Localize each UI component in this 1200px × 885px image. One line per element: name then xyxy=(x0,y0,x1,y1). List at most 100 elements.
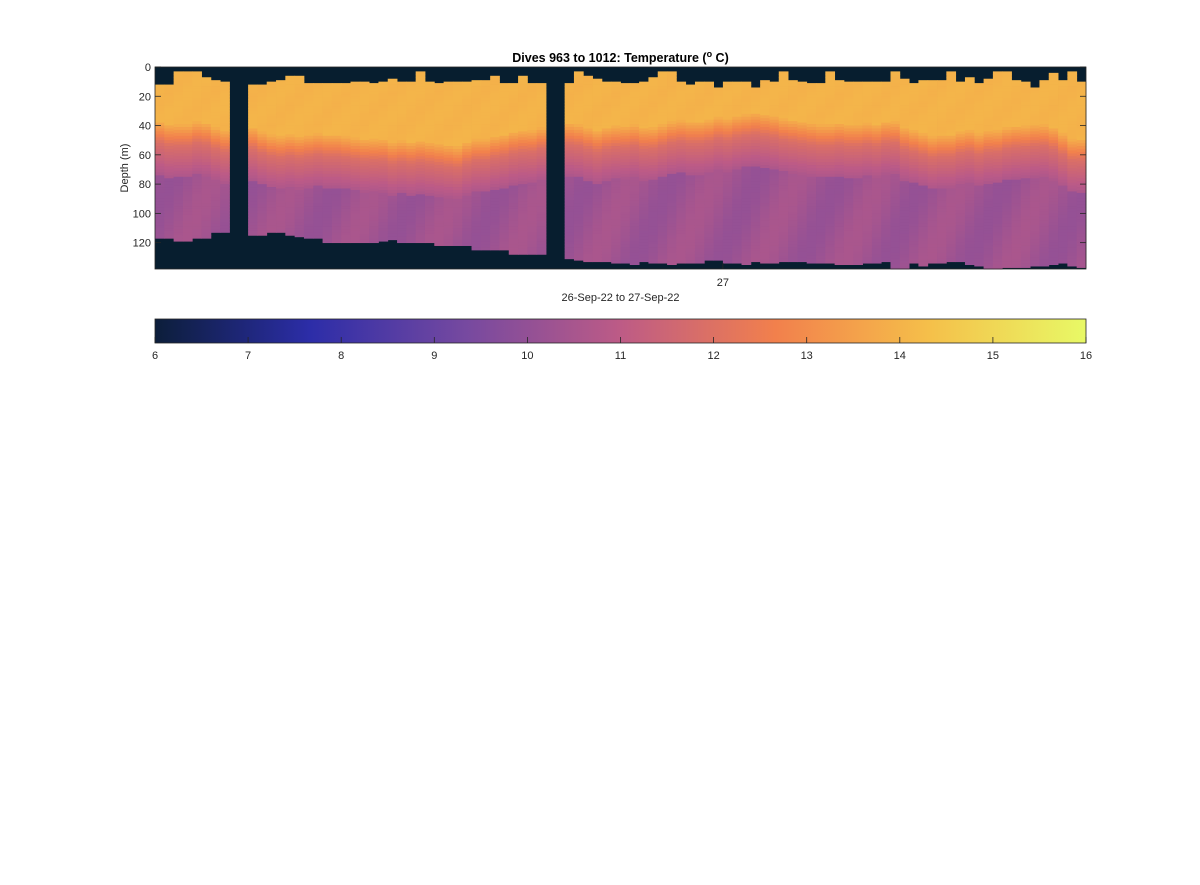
heatmap-cell xyxy=(722,154,733,159)
heatmap-cell xyxy=(406,113,417,118)
heatmap-cell xyxy=(788,223,798,227)
heatmap-cell xyxy=(406,210,417,214)
heatmap-cell xyxy=(629,129,640,134)
heatmap-cell xyxy=(518,233,528,238)
heatmap-cell xyxy=(657,235,668,239)
heatmap-cell xyxy=(434,165,445,169)
heatmap-cell xyxy=(359,137,370,141)
heatmap-cell xyxy=(536,147,547,151)
heatmap-cell xyxy=(778,241,789,245)
heatmap-cell xyxy=(443,242,454,246)
heatmap-cell xyxy=(639,160,649,165)
heatmap-cell xyxy=(173,191,184,195)
heatmap-cell xyxy=(676,160,687,165)
heatmap-cell xyxy=(322,115,333,119)
heatmap-cell xyxy=(490,110,500,115)
heatmap-cell xyxy=(620,94,631,99)
heatmap-cell xyxy=(778,168,789,172)
heatmap-cell xyxy=(359,207,370,211)
heatmap-cell xyxy=(806,127,817,131)
heatmap-cell xyxy=(620,241,631,245)
heatmap-cell xyxy=(843,207,854,211)
heatmap-cell xyxy=(369,156,379,160)
heatmap-cell xyxy=(722,90,733,94)
heatmap-cell xyxy=(182,232,193,236)
heatmap-cell xyxy=(564,179,575,184)
heatmap-cell xyxy=(564,176,575,181)
heatmap-cell xyxy=(276,135,286,140)
heatmap-cell xyxy=(629,223,640,227)
heatmap-cell xyxy=(899,93,910,97)
heatmap-cell xyxy=(788,80,798,84)
heatmap-cell xyxy=(937,238,947,242)
heatmap-cell xyxy=(685,131,696,135)
heatmap-cell xyxy=(927,182,938,186)
heatmap-cell xyxy=(955,178,966,182)
heatmap-cell xyxy=(583,87,593,91)
heatmap-cell xyxy=(639,225,649,229)
heatmap-cell xyxy=(518,125,528,129)
heatmap-cell xyxy=(881,151,891,156)
heatmap-cell xyxy=(573,124,584,128)
heatmap-cell xyxy=(760,112,770,116)
heatmap-cell xyxy=(722,216,733,220)
heatmap-cell xyxy=(890,100,901,104)
heatmap-cell xyxy=(434,244,445,246)
heatmap-cell xyxy=(667,115,677,119)
heatmap-cell xyxy=(899,169,910,173)
heatmap-cell xyxy=(397,216,407,220)
heatmap-cell xyxy=(853,187,863,191)
heatmap-cell xyxy=(303,156,314,160)
heatmap-cell xyxy=(378,137,389,141)
heatmap-cell xyxy=(397,140,407,144)
heatmap-cell xyxy=(639,131,649,135)
heatmap-cell xyxy=(266,178,277,182)
heatmap-cell xyxy=(639,81,649,85)
heatmap-cell xyxy=(629,165,640,169)
heatmap-cell xyxy=(341,112,351,116)
heatmap-cell xyxy=(676,148,687,153)
heatmap-cell xyxy=(918,214,929,219)
heatmap-cell xyxy=(918,229,929,233)
heatmap-cell xyxy=(825,141,836,145)
heatmap-cell xyxy=(834,211,845,216)
heatmap-cell xyxy=(937,94,947,99)
heatmap-cell xyxy=(564,97,575,102)
heatmap-cell xyxy=(713,195,724,200)
heatmap-cell xyxy=(276,179,286,184)
heatmap-cell xyxy=(303,83,314,87)
heatmap-cell xyxy=(778,162,789,166)
heatmap-cell xyxy=(173,83,184,87)
heatmap-cell xyxy=(760,188,770,192)
heatmap-cell xyxy=(536,86,547,90)
heatmap-cell xyxy=(899,251,910,255)
heatmap-cell xyxy=(704,175,714,179)
heatmap-cell xyxy=(946,197,957,201)
heatmap-cell xyxy=(201,191,212,195)
heatmap-cell xyxy=(890,121,901,125)
heatmap-cell xyxy=(890,103,901,107)
heatmap-cell xyxy=(620,121,631,125)
heatmap-cell xyxy=(788,211,798,216)
heatmap-cell xyxy=(499,127,510,131)
heatmap-cell xyxy=(881,107,891,112)
heatmap-cell xyxy=(946,118,957,122)
heatmap-cell xyxy=(341,150,351,154)
heatmap-cell xyxy=(797,116,808,121)
heatmap-cell xyxy=(182,127,193,131)
heatmap-cell xyxy=(443,116,454,121)
heatmap-cell xyxy=(741,251,752,255)
heatmap-cell xyxy=(694,148,705,153)
heatmap-cell xyxy=(788,159,798,163)
heatmap-cell xyxy=(741,181,752,185)
heatmap-cell xyxy=(592,225,603,229)
heatmap-cell xyxy=(797,236,808,241)
heatmap-cell xyxy=(490,99,500,103)
heatmap-cell xyxy=(741,131,752,135)
heatmap-cell xyxy=(583,169,593,173)
heatmap-cell xyxy=(741,230,752,235)
heatmap-cell xyxy=(220,169,230,173)
heatmap-cell xyxy=(201,97,212,102)
heatmap-cell xyxy=(490,134,500,138)
heatmap-cell xyxy=(499,188,510,192)
